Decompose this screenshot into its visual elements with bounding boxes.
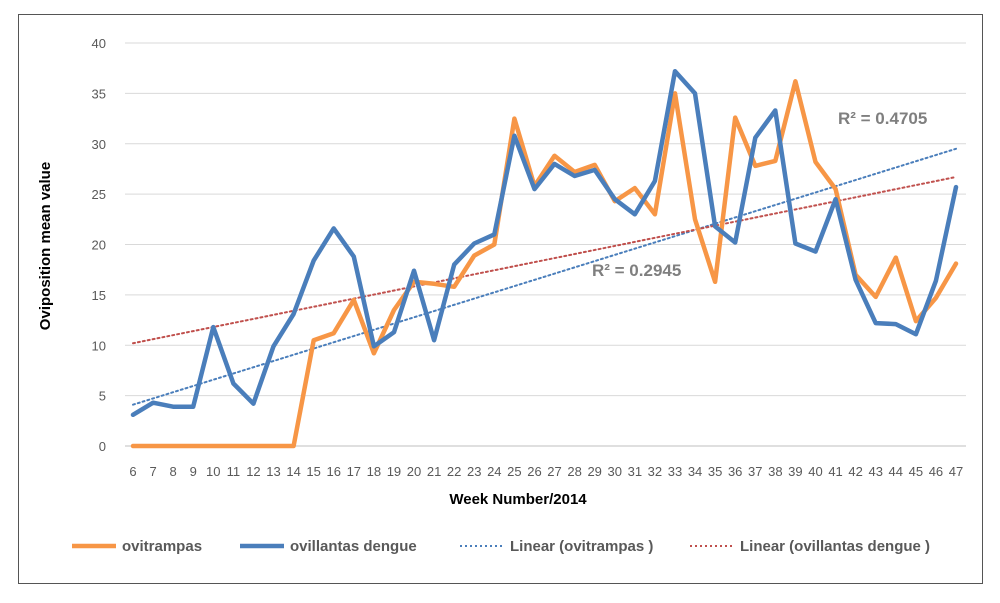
x-tick-label: 26 (527, 464, 541, 479)
y-tick-label: 15 (92, 288, 106, 303)
x-tick-label: 37 (748, 464, 762, 479)
x-tick-label: 43 (868, 464, 882, 479)
x-tick-label: 17 (347, 464, 361, 479)
x-tick-label: 12 (246, 464, 260, 479)
x-tick-label: 27 (547, 464, 561, 479)
x-tick-label: 18 (367, 464, 381, 479)
x-tick-label: 25 (507, 464, 521, 479)
x-tick-label: 6 (129, 464, 136, 479)
x-tick-label: 41 (828, 464, 842, 479)
x-tick-label: 16 (326, 464, 340, 479)
y-tick-label: 40 (92, 36, 106, 51)
x-tick-label: 42 (848, 464, 862, 479)
legend-label: ovillantas dengue (290, 538, 417, 555)
x-axis-title: Week Number/2014 (449, 491, 587, 508)
x-tick-label: 9 (190, 464, 197, 479)
y-tick-label: 5 (99, 389, 106, 404)
x-tick-label: 40 (808, 464, 822, 479)
x-tick-label: 23 (467, 464, 481, 479)
x-tick-label: 14 (286, 464, 300, 479)
x-tick-label: 20 (407, 464, 421, 479)
x-tick-label: 32 (648, 464, 662, 479)
legend-label: Linear (ovitrampas ) (510, 538, 653, 555)
y-axis-title: Oviposition mean value (37, 162, 54, 330)
x-tick-label: 38 (768, 464, 782, 479)
r-squared-label: R² = 0.2945 (592, 261, 681, 280)
x-tick-label: 11 (227, 464, 241, 479)
x-tick-label: 21 (427, 464, 441, 479)
y-tick-label: 0 (99, 439, 106, 454)
x-tick-label: 33 (668, 464, 682, 479)
trendline (132, 147, 957, 406)
x-tick-label: 35 (708, 464, 722, 479)
y-tick-label: 20 (92, 238, 106, 253)
x-tick-label: 39 (788, 464, 802, 479)
x-tick-label: 29 (587, 464, 601, 479)
x-tick-label: 22 (447, 464, 461, 479)
x-tick-label: 34 (688, 464, 702, 479)
x-tick-label: 8 (170, 464, 177, 479)
legend: ovitrampas ovillantas dengue Linear (ovitr… (72, 538, 930, 555)
trendline (132, 175, 957, 345)
x-tick-label: 24 (487, 464, 501, 479)
r-squared-labels: R² = 0.4705 R² = 0.2945 (592, 109, 927, 280)
gridlines (125, 42, 966, 447)
r-squared-label: R² = 0.4705 (838, 109, 927, 128)
x-tick-label: 47 (949, 464, 963, 479)
x-tick-label: 46 (929, 464, 943, 479)
y-tick-label: 25 (92, 187, 106, 202)
series-lines (130, 68, 959, 449)
y-tick-label: 35 (92, 86, 106, 101)
legend-label: Linear (ovillantas dengue ) (740, 538, 930, 555)
x-tick-label: 7 (149, 464, 156, 479)
x-tick-label: 31 (628, 464, 642, 479)
x-tick-label: 13 (266, 464, 280, 479)
chart-frame (18, 14, 983, 584)
trendlines (132, 147, 957, 406)
series-line (130, 68, 959, 418)
series-line (130, 79, 959, 449)
x-tick-label: 30 (608, 464, 622, 479)
x-tick-label: 19 (387, 464, 401, 479)
y-tick-label: 30 (92, 137, 106, 152)
x-axis-ticks: 6 7 8 9 10 11 12 13 14 15 16 17 18 19 20 21 22 23 24 25 26 27… (129, 464, 963, 479)
x-tick-label: 44 (889, 464, 903, 479)
x-tick-label: 36 (728, 464, 742, 479)
x-tick-label: 28 (567, 464, 581, 479)
y-tick-label: 10 (92, 338, 106, 353)
x-tick-label: 10 (206, 464, 220, 479)
legend-label: ovitrampas (122, 538, 202, 555)
x-tick-label: 15 (306, 464, 320, 479)
y-axis-ticks: 0 5 10 15 20 25 30 35 40 (92, 36, 106, 454)
x-tick-label: 45 (909, 464, 923, 479)
